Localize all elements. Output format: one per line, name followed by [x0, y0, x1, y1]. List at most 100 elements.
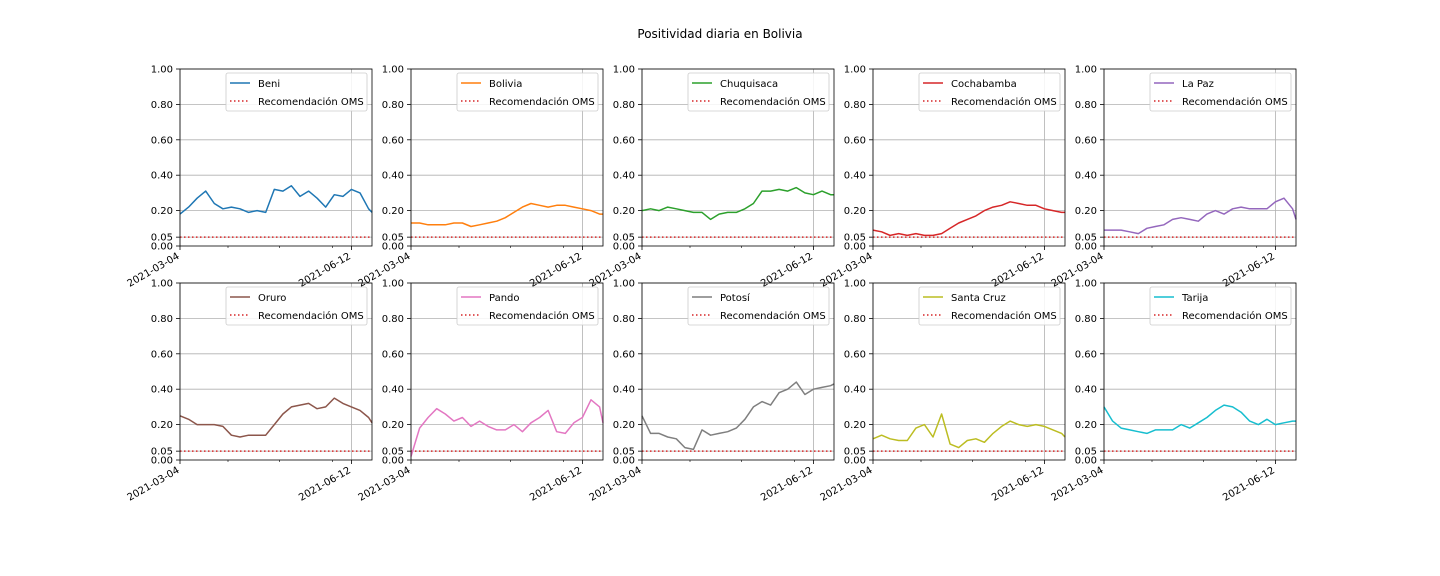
legend-label-series: Santa Cruz — [951, 293, 1006, 304]
y-tick-label: 1.00 — [151, 65, 173, 76]
legend-label-reference: Recomendación OMS — [1182, 310, 1288, 322]
y-tick-label: 1.00 — [844, 65, 866, 76]
y-tick-label: 0.00 — [382, 242, 404, 253]
series-line — [1103, 404, 1296, 435]
x-tick-label: 2021-06-12 — [528, 251, 584, 290]
y-tick-label: 0.20 — [1075, 206, 1097, 217]
y-tick-label: 0.40 — [613, 171, 635, 182]
y-tick-label: 0.20 — [151, 420, 173, 431]
legend-label-reference: Recomendación OMS — [489, 310, 595, 322]
series-line — [179, 397, 373, 438]
y-tick-label: 0.60 — [844, 349, 866, 360]
y-tick-label: 0.00 — [1075, 242, 1097, 253]
legend-label-series: La Paz — [1182, 79, 1214, 90]
axes-frame — [410, 68, 604, 247]
axes-frame — [179, 282, 373, 461]
series-line — [179, 185, 373, 215]
figure-title: Positividad diaria en Bolivia — [637, 27, 803, 41]
y-tick-label: 1.00 — [1075, 279, 1097, 290]
y-tick-label: 0.80 — [382, 314, 404, 325]
x-tick-label: 2021-03-04 — [126, 465, 182, 504]
y-tick-label: 0.20 — [844, 420, 866, 431]
legend-box — [225, 72, 368, 112]
x-tick-label: 2021-06-12 — [759, 251, 815, 290]
legend-label-reference: Recomendación OMS — [951, 310, 1057, 322]
y-tick-label: 0.00 — [844, 456, 866, 467]
y-tick-label: 0.05 — [613, 233, 635, 244]
legend-label-reference: Recomendación OMS — [1182, 96, 1288, 108]
series-line — [641, 381, 835, 451]
y-tick-label: 0.40 — [151, 385, 173, 396]
y-tick-label: 1.00 — [382, 65, 404, 76]
x-tick-label: 2021-06-12 — [297, 465, 353, 504]
legend-label-series: Pando — [489, 293, 520, 304]
y-tick-label: 0.05 — [151, 447, 173, 458]
legend-box — [456, 72, 599, 112]
y-tick-label: 0.80 — [613, 314, 635, 325]
legend-box — [225, 286, 368, 326]
y-tick-label: 0.05 — [844, 447, 866, 458]
y-tick-label: 0.80 — [151, 314, 173, 325]
y-tick-label: 0.40 — [151, 171, 173, 182]
y-tick-label: 0.40 — [382, 385, 404, 396]
x-tick-label: 2021-06-12 — [759, 465, 815, 504]
legend-label-reference: Recomendación OMS — [720, 96, 826, 108]
y-tick-label: 0.80 — [382, 100, 404, 111]
y-tick-label: 0.60 — [151, 135, 173, 146]
legend-label-series: Oruro — [258, 293, 286, 304]
y-tick-label: 0.40 — [613, 385, 635, 396]
y-tick-label: 0.00 — [613, 456, 635, 467]
y-tick-label: 0.40 — [382, 171, 404, 182]
axes-frame — [179, 68, 373, 247]
x-tick-label: 2021-06-12 — [990, 251, 1046, 290]
legend-label-series: Potosí — [720, 292, 751, 304]
y-tick-label: 0.00 — [844, 242, 866, 253]
subplot-oruro: 0.000.05 0.20 0.40 0.60 0.80 1.00 2021-03-04 20… — [126, 279, 373, 504]
y-tick-label: 0.80 — [613, 100, 635, 111]
y-tick-label: 0.20 — [151, 206, 173, 217]
series-line — [1104, 197, 1297, 235]
x-tick-label: 2021-03-04 — [1050, 465, 1106, 504]
y-tick-label: 0.60 — [382, 349, 404, 360]
y-tick-label: 0.00 — [151, 242, 173, 253]
y-tick-label: 0.60 — [613, 349, 635, 360]
x-tick-label: 2021-03-04 — [588, 465, 644, 504]
y-tick-label: 1.00 — [382, 279, 404, 290]
y-tick-label: 0.40 — [844, 171, 866, 182]
legend-box — [687, 286, 830, 326]
x-tick-label: 2021-06-12 — [1221, 465, 1277, 504]
axes-frame — [872, 282, 1066, 461]
x-tick-label: 2021-03-04 — [357, 465, 413, 504]
y-tick-label: 0.00 — [382, 456, 404, 467]
x-tick-label: 2021-03-04 — [819, 465, 875, 504]
legend-label-series: Tarija — [1181, 293, 1208, 304]
series-line — [872, 201, 1065, 237]
x-tick-label: 2021-06-12 — [990, 465, 1046, 504]
y-tick-label: 0.00 — [613, 242, 635, 253]
subplot-santa-cruz: 0.000.05 0.20 0.40 0.60 0.80 1.00 2021-03-04 20… — [819, 279, 1066, 504]
y-tick-label: 0.40 — [1075, 171, 1097, 182]
axes-frame — [641, 282, 835, 461]
legend-box — [1149, 72, 1292, 112]
y-tick-label: 0.05 — [151, 233, 173, 244]
y-tick-label: 0.05 — [844, 233, 866, 244]
axes-frame — [410, 282, 604, 461]
y-tick-label: 0.60 — [151, 349, 173, 360]
x-tick-label: 2021-06-12 — [297, 251, 353, 290]
y-tick-label: 1.00 — [151, 279, 173, 290]
y-tick-label: 0.80 — [151, 100, 173, 111]
subplot-potosi: 0.000.05 0.20 0.40 0.60 0.80 1.00 2021-03-04 20… — [588, 279, 835, 504]
axes-frame — [1103, 282, 1297, 461]
axes-frame — [1103, 68, 1297, 247]
legend-box — [1149, 286, 1292, 326]
legend-box — [918, 286, 1061, 326]
y-tick-label: 0.60 — [613, 135, 635, 146]
y-tick-label: 0.20 — [382, 420, 404, 431]
legend-label-series: Bolivia — [489, 79, 522, 90]
subplot-tarija: 0.000.05 0.20 0.40 0.60 0.80 1.00 2021-03-04 20… — [1050, 279, 1297, 504]
y-tick-label: 1.00 — [1075, 65, 1097, 76]
